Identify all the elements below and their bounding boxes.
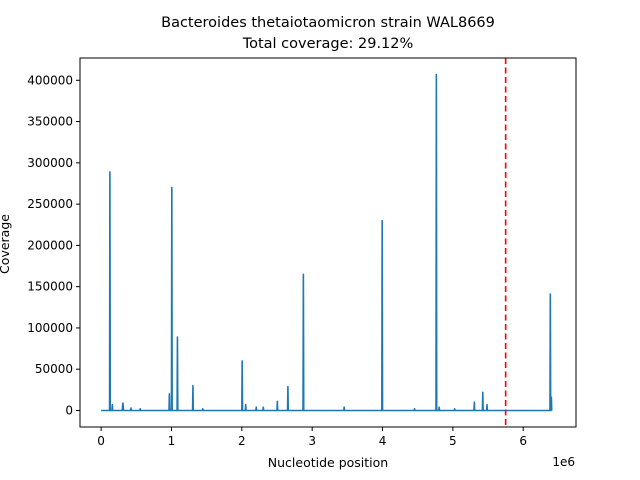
y-tick-label: 300000 <box>27 156 73 170</box>
y-tick-label: 0 <box>65 403 73 417</box>
plot-frame <box>79 57 577 428</box>
x-tick-label: 3 <box>308 434 316 448</box>
chart-title: Bacteroides thetaiotaomicron strain WAL8… <box>161 15 495 31</box>
y-tick-label: 400000 <box>27 73 73 87</box>
chart-subtitle: Total coverage: 29.12% <box>242 36 414 52</box>
y-tick-label: 50000 <box>35 362 73 376</box>
y-tick-label: 100000 <box>27 321 73 335</box>
y-tick-label: 150000 <box>27 280 73 294</box>
y-tick-label: 250000 <box>27 197 73 211</box>
y-axis-label: Coverage <box>0 214 12 274</box>
x-tick-label: 4 <box>379 434 387 448</box>
x-tick-label: 1 <box>168 434 176 448</box>
plot-area <box>101 58 553 427</box>
x-tick-label: 6 <box>519 434 527 448</box>
y-tick-label: 350000 <box>27 115 73 129</box>
x-tick-label: 0 <box>97 434 105 448</box>
x-axis-offset-label: 1e6 <box>552 455 575 469</box>
axis-ticks: 0 1 2 3 4 5 6 0 50000 100000 150000 200000 250000 300… <box>27 73 527 448</box>
y-tick-label: 200000 <box>27 238 73 252</box>
x-axis-label: Nucleotide position <box>268 455 388 470</box>
coverage-series-line <box>101 73 553 412</box>
x-tick-label: 2 <box>238 434 246 448</box>
x-tick-label: 5 <box>449 434 457 448</box>
